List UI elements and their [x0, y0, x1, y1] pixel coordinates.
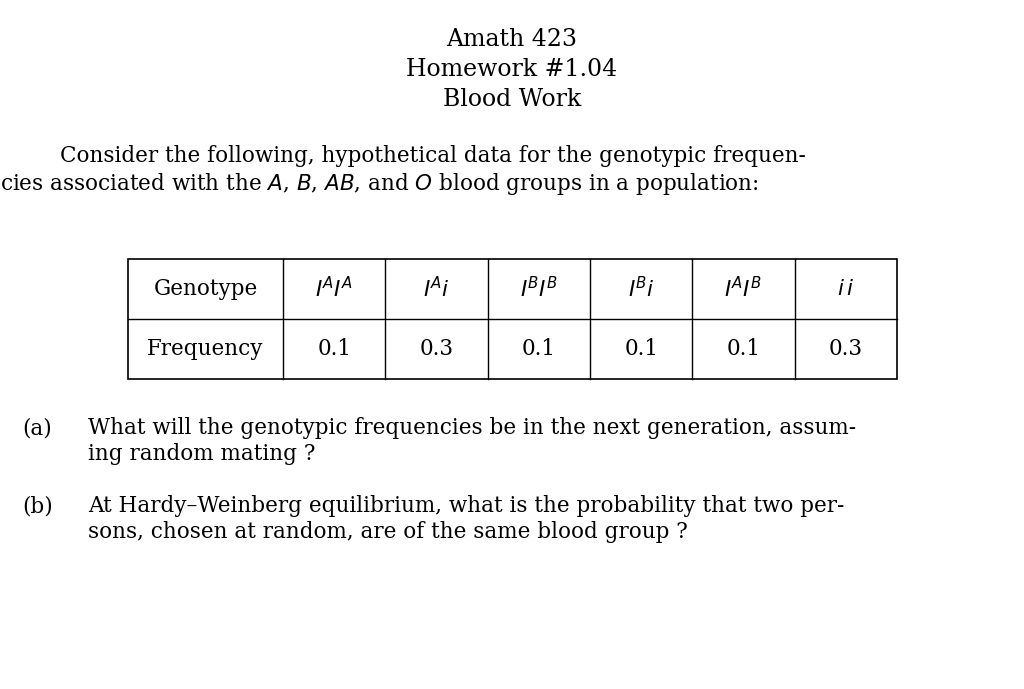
Text: Homework #1.04: Homework #1.04 [407, 58, 617, 81]
Text: At Hardy–Weinberg equilibrium, what is the probability that two per-: At Hardy–Weinberg equilibrium, what is t… [88, 495, 845, 517]
Text: (b): (b) [22, 495, 53, 517]
Text: 0.1: 0.1 [522, 338, 556, 360]
Text: cies associated with the $\mathit{A}$, $\mathit{B}$, $\mathit{AB}$, and $\mathit: cies associated with the $\mathit{A}$, $… [0, 171, 759, 197]
Text: Genotype: Genotype [154, 278, 258, 300]
Text: $\mathit{I}^B\mathit{I}^B$: $\mathit{I}^B\mathit{I}^B$ [520, 276, 558, 302]
Text: ing random mating ?: ing random mating ? [88, 443, 315, 465]
Text: (a): (a) [22, 417, 52, 439]
Text: 0.1: 0.1 [625, 338, 658, 360]
Text: sons, chosen at random, are of the same blood group ?: sons, chosen at random, are of the same … [88, 521, 688, 543]
Text: 0.3: 0.3 [420, 338, 454, 360]
Text: $\mathit{I}^A\mathit{I}^B$: $\mathit{I}^A\mathit{I}^B$ [725, 276, 763, 302]
Text: Consider the following, hypothetical data for the genotypic frequen-: Consider the following, hypothetical dat… [60, 145, 806, 167]
Text: 0.3: 0.3 [828, 338, 863, 360]
Text: Blood Work: Blood Work [442, 88, 582, 111]
Text: 0.1: 0.1 [317, 338, 351, 360]
Text: 0.1: 0.1 [726, 338, 761, 360]
Text: What will the genotypic frequencies be in the next generation, assum-: What will the genotypic frequencies be i… [88, 417, 856, 439]
Text: Frequency: Frequency [147, 338, 264, 360]
Text: $\mathit{I}^A\mathit{i}$: $\mathit{I}^A\mathit{i}$ [423, 276, 450, 302]
Text: $\mathit{I}^A\mathit{I}^A$: $\mathit{I}^A\mathit{I}^A$ [315, 276, 353, 302]
Bar [128, 259, 897, 379]
Text: $\mathit{I}^B\mathit{i}$: $\mathit{I}^B\mathit{i}$ [628, 276, 654, 302]
Text: Amath 423: Amath 423 [446, 28, 578, 51]
Text: $\mathit{i}\,\mathit{i}$: $\mathit{i}\,\mathit{i}$ [838, 279, 854, 299]
